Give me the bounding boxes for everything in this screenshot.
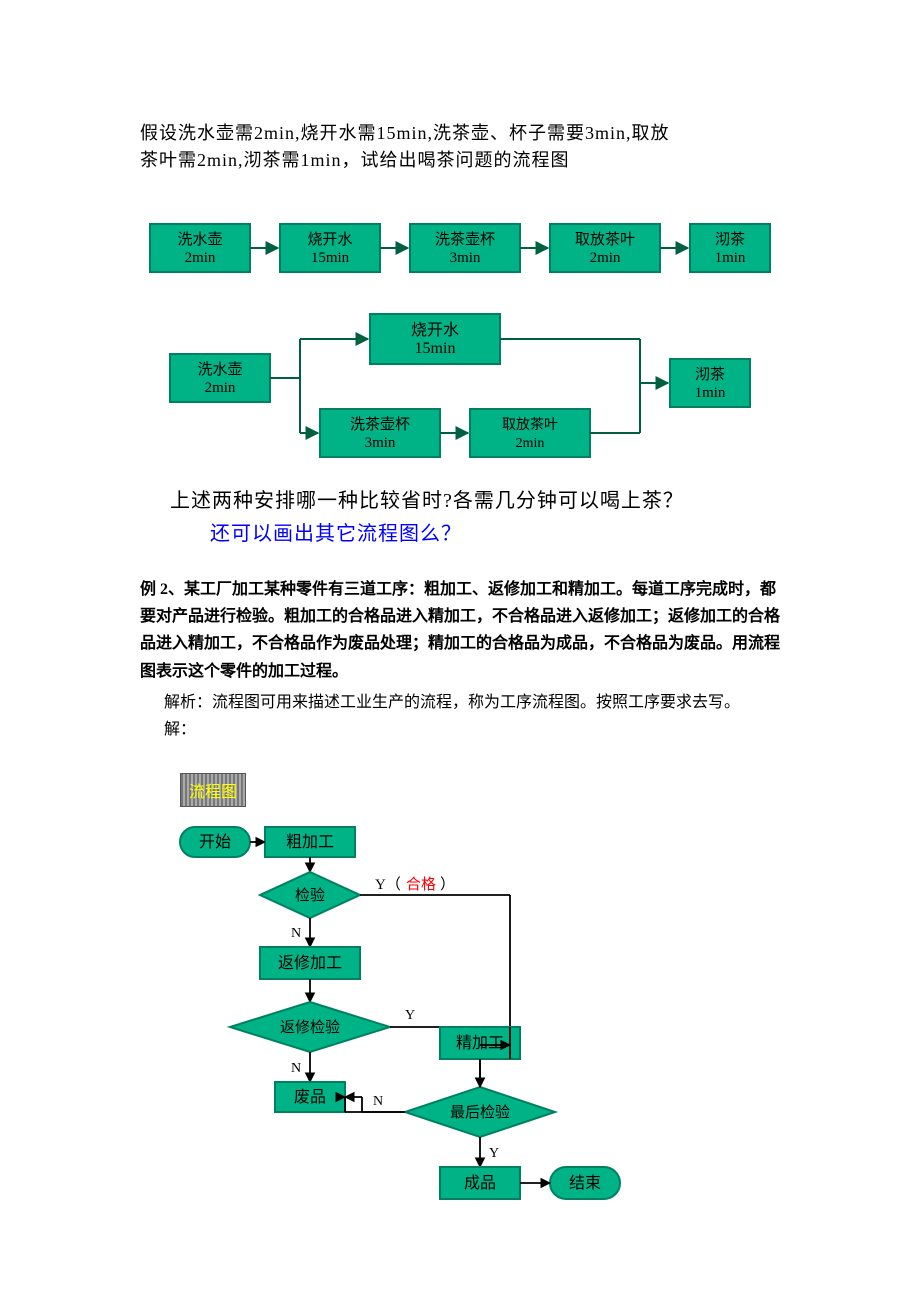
example-2-solution-label: 解： xyxy=(164,716,780,743)
svg-text:3min: 3min xyxy=(450,250,481,266)
svg-text:洗茶壶杯: 洗茶壶杯 xyxy=(350,415,410,433)
svg-text:成品: 成品 xyxy=(464,1174,496,1192)
svg-text:洗水壶: 洗水壶 xyxy=(177,230,222,248)
intro-text: 假设洗水壶需2min,烧开水需15min,洗茶壶、杯子需要3min,取放 茶叶需… xyxy=(140,120,780,174)
svg-text:取放茶叶: 取放茶叶 xyxy=(502,417,558,433)
process-flowchart: 开始 粗加工检验 Y（ 合格） N 返修加工返修检验 Y 精加工 N 废品最后检验 N Y 成品 结束 xyxy=(140,817,780,1227)
svg-text:废品: 废品 xyxy=(294,1088,326,1106)
svg-text:洗茶壶杯: 洗茶壶杯 xyxy=(435,230,495,248)
svg-text:1min: 1min xyxy=(695,385,726,401)
svg-text:N: N xyxy=(291,1061,301,1076)
intro-line-2: 茶叶需2min,沏茶需1min，试给出喝茶问题的流程图 xyxy=(140,150,570,170)
svg-text:2min: 2min xyxy=(590,250,621,266)
svg-text:15min: 15min xyxy=(311,250,350,266)
tea-svg: 洗水壶2min烧开水15min洗茶壶杯3min取放茶叶2min沏茶1min洗水壶… xyxy=(140,214,810,474)
tea-flowcharts: 洗水壶2min烧开水15min洗茶壶杯3min取放茶叶2min沏茶1min洗水壶… xyxy=(140,214,780,474)
flowchart-title: 流程图 xyxy=(180,773,246,807)
svg-text:N: N xyxy=(291,926,301,941)
svg-text:沏茶: 沏茶 xyxy=(695,366,725,383)
svg-text:Y: Y xyxy=(489,1146,499,1161)
svg-text:开始: 开始 xyxy=(199,833,231,851)
svg-text:合格: 合格 xyxy=(406,876,436,893)
fc-svg: 开始 粗加工检验 Y（ 合格） N 返修加工返修检验 Y 精加工 N 废品最后检验 N Y 成品 结束 xyxy=(140,817,660,1227)
svg-text:15min: 15min xyxy=(415,340,456,357)
question-caption: 上述两种安排哪一种比较省时?各需几分钟可以喝上茶？ xyxy=(170,484,780,513)
intro-line-1: 假设洗水壶需2min,烧开水需15min,洗茶壶、杯子需要3min,取放 xyxy=(140,123,670,143)
svg-text:洗水壶: 洗水壶 xyxy=(197,360,242,378)
svg-text:返修检验: 返修检验 xyxy=(280,1019,340,1036)
svg-text:返修加工: 返修加工 xyxy=(278,954,342,972)
svg-text:Y: Y xyxy=(405,1008,415,1023)
svg-text:取放茶叶: 取放茶叶 xyxy=(575,231,635,248)
svg-text:1min: 1min xyxy=(715,250,746,266)
example-2-text: 例 2、某工厂加工某种零件有三道工序：粗加工、返修加工和精加工。每道工序完成时，… xyxy=(140,576,780,685)
svg-text:最后检验: 最后检验 xyxy=(450,1104,510,1121)
svg-text:烧开水: 烧开水 xyxy=(411,321,459,339)
svg-text:）: ） xyxy=(440,876,455,893)
followup-caption: 还可以画出其它流程图么？ xyxy=(210,517,780,546)
svg-text:N: N xyxy=(373,1094,383,1109)
svg-text:2min: 2min xyxy=(516,436,545,451)
svg-text:2min: 2min xyxy=(185,250,216,266)
svg-text:检验: 检验 xyxy=(295,887,325,904)
svg-text:精加工: 精加工 xyxy=(456,1034,504,1052)
svg-text:结束: 结束 xyxy=(569,1174,601,1192)
svg-text:粗加工: 粗加工 xyxy=(286,833,334,851)
example-2-analysis: 解析：流程图可用来描述工业生产的流程，称为工序流程图。按照工序要求去写。 xyxy=(164,689,780,716)
svg-text:2min: 2min xyxy=(205,380,236,396)
svg-text:3min: 3min xyxy=(365,435,396,451)
svg-text:Y（: Y（ xyxy=(375,876,401,893)
svg-text:沏茶: 沏茶 xyxy=(715,231,745,248)
svg-text:烧开水: 烧开水 xyxy=(307,231,352,248)
